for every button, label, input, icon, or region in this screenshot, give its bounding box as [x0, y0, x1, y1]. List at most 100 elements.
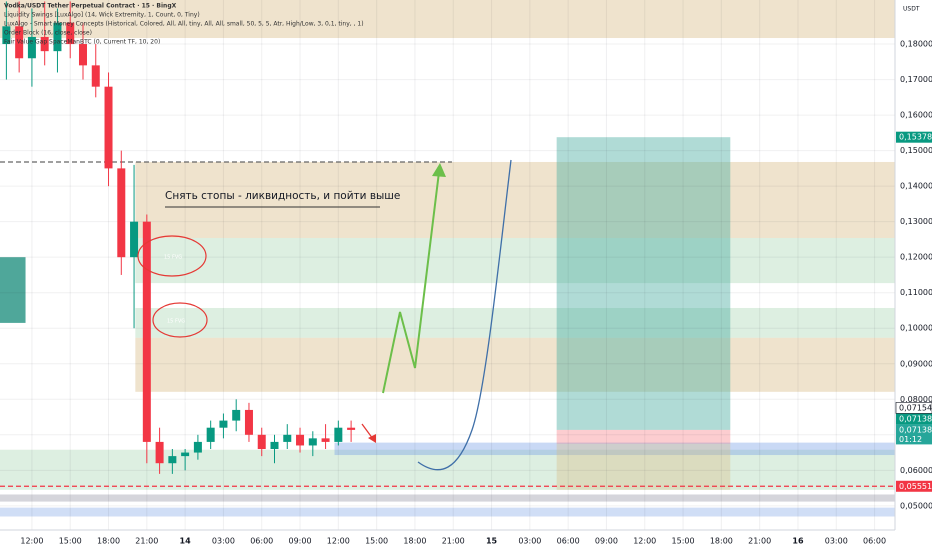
- y-tick-label: 0,11000: [900, 288, 932, 297]
- x-tick-label: 03:00: [518, 537, 541, 546]
- candle-body: [296, 434, 305, 446]
- y-tick-label: 0,13000: [900, 217, 932, 226]
- candle-body: [27, 36, 36, 59]
- price-badge: [896, 413, 932, 425]
- y-tick-label: 0,18000: [900, 40, 932, 49]
- zone: [135, 161, 896, 239]
- x-tick-label: 03:00: [212, 537, 235, 546]
- candle-body: [104, 86, 113, 169]
- candle-body: [2, 26, 11, 45]
- zone: [0, 507, 895, 517]
- y-tick-label: 0,06000: [900, 466, 932, 475]
- x-tick-label: 09:00: [595, 537, 618, 546]
- candle-body: [283, 434, 292, 442]
- y-tick-label: 0,10000: [900, 324, 932, 333]
- candle-body: [347, 427, 356, 430]
- candle-body: [206, 427, 215, 442]
- zone: [135, 238, 896, 284]
- x-tick-label: 12:00: [327, 537, 350, 546]
- candle-body: [244, 409, 253, 435]
- candle-body: [130, 221, 139, 258]
- arrow-head: [368, 434, 376, 443]
- price-badge-label: 0,15378: [899, 133, 932, 142]
- zone: [0, 257, 26, 323]
- x-tick-label: 18:00: [710, 537, 733, 546]
- countdown: 01:12: [899, 435, 922, 444]
- candle-body: [117, 168, 126, 258]
- y-tick-label: 0,09000: [900, 359, 932, 368]
- price-badge: [895, 402, 932, 414]
- arrow-head: [432, 163, 446, 177]
- price-axis: [895, 0, 932, 550]
- drawings: Снять стопы - ликвидность, и пойти выше …: [137, 159, 512, 471]
- zone: [0, 0, 895, 39]
- x-tick-label: 12:00: [20, 537, 43, 546]
- circle-drawing: [152, 302, 208, 338]
- circle-drawing: [137, 235, 207, 277]
- price-badge-label: 0,05551: [899, 482, 932, 491]
- zone: [556, 429, 731, 444]
- x-tick-label: 09:00: [289, 537, 312, 546]
- zone: [135, 307, 896, 338]
- y-tick-label: 0,05000: [900, 501, 932, 510]
- price-badge: [896, 131, 932, 143]
- zone: [135, 337, 896, 392]
- candle-body: [53, 22, 62, 52]
- price-badge-label: 0,07138: [899, 425, 932, 434]
- zone: [556, 137, 731, 430]
- x-tick-label: 21:00: [135, 537, 158, 546]
- currency: USDT: [903, 6, 920, 13]
- price-badge-label: 0,07154: [899, 403, 932, 412]
- x-tick-label: 21:00: [748, 537, 771, 546]
- x-tick-label: 14: [180, 537, 192, 546]
- x-tick-label: 03:00: [825, 537, 848, 546]
- zone: [0, 494, 895, 502]
- zone: [0, 449, 895, 490]
- candle-body: [270, 441, 279, 450]
- price-badge: [896, 424, 932, 445]
- x-tick-label: 18:00: [97, 537, 120, 546]
- candle-body: [321, 438, 330, 442]
- indicator: LuxAlgo - Smart Money Concepts (Historic…: [4, 21, 364, 28]
- y-tick-label: 0,16000: [900, 111, 932, 120]
- candle-body: [91, 65, 100, 87]
- candle-body: [308, 438, 317, 446]
- candle-body: [181, 452, 190, 457]
- y-tick-label: 0,12000: [900, 253, 932, 262]
- axes: 0,050000,060000,070000,080000,090000,100…: [20, 40, 932, 546]
- price-badge-label: 0,07138: [899, 414, 932, 423]
- x-tick-label: 15: [486, 537, 498, 546]
- indicator: Fair Value Gap SpaceManBTC (0, Current T…: [4, 39, 160, 46]
- y-tick-label: 0,15000: [900, 146, 932, 155]
- candle-body: [232, 409, 241, 421]
- fvg-label: 15 FVG: [164, 255, 182, 261]
- candles: [2, 1, 356, 474]
- x-tick-label: 16: [792, 537, 804, 546]
- candle-body: [193, 441, 202, 453]
- y-tick-label: 0,17000: [900, 75, 932, 84]
- x-tick-label: 15:00: [672, 537, 695, 546]
- annotation: Снять стопы - ликвидность, и пойти выше: [165, 190, 400, 202]
- candle-body: [219, 420, 228, 428]
- y-tick-label: 0,08000: [900, 395, 932, 404]
- x-tick-label: 15:00: [59, 537, 82, 546]
- fvg-label: 15 FVG: [174, 401, 192, 407]
- y-tick-label: 0,14000: [900, 182, 932, 191]
- x-tick-label: 12:00: [633, 537, 656, 546]
- grid: [0, 0, 895, 530]
- candle-body: [257, 434, 266, 450]
- x-tick-label: 15:00: [365, 537, 388, 546]
- x-tick-label: 06:00: [250, 537, 273, 546]
- candle-body: [334, 427, 343, 442]
- time-axis: [0, 530, 932, 550]
- candle-body: [66, 22, 75, 45]
- levels: [0, 161, 895, 487]
- price-badge: [896, 480, 932, 492]
- path-arrow: [382, 171, 440, 394]
- candle-body: [142, 221, 151, 442]
- candle-body: [15, 26, 24, 59]
- x-tick-label: 18:00: [403, 537, 426, 546]
- zone: [334, 442, 896, 456]
- indicator: Order Block (16, close, close): [4, 30, 92, 37]
